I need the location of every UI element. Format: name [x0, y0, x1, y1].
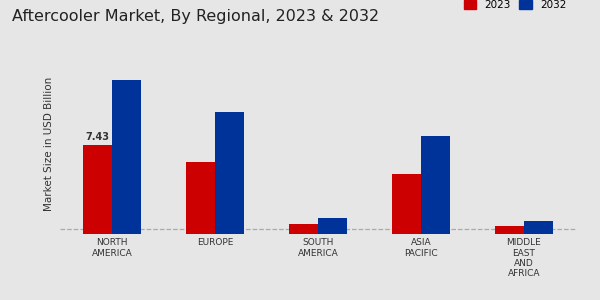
- Bar: [187, 162, 215, 234]
- Y-axis label: Market Size in USD Billion: Market Size in USD Billion: [44, 77, 55, 211]
- Text: Aftercooler Market, By Regional, 2023 & 2032: Aftercooler Market, By Regional, 2023 & …: [12, 9, 379, 24]
- Bar: [392, 174, 421, 234]
- Bar: [289, 224, 318, 234]
- Text: 7.43: 7.43: [86, 132, 110, 142]
- Bar: [112, 80, 141, 234]
- Bar: [83, 145, 112, 234]
- Bar: [318, 218, 347, 234]
- Legend: 2023, 2032: 2023, 2032: [460, 0, 571, 14]
- Bar: [215, 112, 244, 234]
- Bar: [421, 136, 449, 234]
- Bar: [524, 221, 553, 234]
- Bar: [495, 226, 524, 234]
